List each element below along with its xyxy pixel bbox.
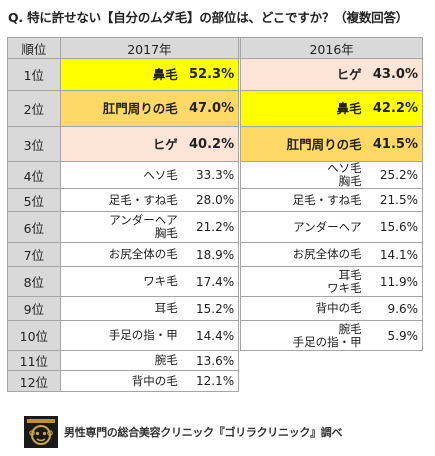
item-label-line: 手足の指・甲 (292, 334, 362, 349)
item-label-line: 耳毛 (338, 267, 362, 282)
item-percent: 43.0% (367, 58, 423, 91)
item-label: 腕毛 (59, 350, 184, 371)
item-percent: 18.9% (183, 242, 240, 267)
item-label: 背中の毛 (240, 296, 368, 321)
item-percent: 15.2% (183, 296, 240, 321)
item-label: お尻全体の毛 (240, 242, 368, 267)
item-label-stack: アンダーヘア 胸毛 (59, 211, 184, 243)
rank-cell: 2位 (7, 90, 61, 127)
item-label: 鼻毛 (59, 58, 184, 91)
item-percent: 9.6% (367, 296, 423, 321)
item-label-line: ワキ毛 (327, 280, 362, 295)
rank-cell: 3位 (7, 126, 61, 162)
item-label-stack: 腕毛 手足の指・甲 (240, 320, 368, 351)
rank-cell: 4位 (7, 161, 61, 189)
item-label-line: アンダーヘア (109, 213, 178, 227)
item-label: ヒゲ (240, 58, 368, 91)
item-percent: 14.4% (183, 320, 240, 351)
rank-cell: 12位 (7, 370, 61, 392)
empty-area (238, 350, 423, 371)
clinic-logo (24, 416, 58, 448)
item-percent: 14.1% (367, 242, 423, 267)
table-row: 1位 鼻毛 52.3% ヒゲ 43.0% (7, 58, 423, 91)
column-gap (238, 211, 241, 243)
item-percent: 41.5% (367, 126, 423, 162)
item-label-stack: ヘソ毛 胸毛 (240, 161, 368, 189)
table-row: 4位 ヘソ毛 33.3% ヘソ毛 胸毛 25.2% (7, 161, 423, 189)
item-label: ヘソ毛 (59, 161, 184, 189)
item-percent: 11.9% (367, 266, 423, 297)
rank-cell: 10位 (7, 320, 61, 351)
item-label: 手足の指・甲 (59, 320, 184, 351)
item-percent: 13.6% (183, 350, 240, 371)
rank-cell: 5位 (7, 188, 61, 212)
table-row: 8位 ワキ毛 17.4% 耳毛 ワキ毛 11.9% (7, 266, 423, 297)
table-row: 9位 耳毛 15.2% 背中の毛 9.6% (7, 296, 423, 321)
item-label-line: 胸毛 (154, 226, 178, 240)
rank-cell: 6位 (7, 211, 61, 243)
item-percent: 40.2% (183, 126, 240, 162)
source-footer: 男性専門の総合美容クリニック『ゴリラクリニック』調べ (24, 416, 424, 448)
item-label: お尻全体の毛 (59, 242, 184, 267)
item-percent: 15.6% (367, 211, 423, 243)
item-label: 足毛・すね毛 (59, 188, 184, 212)
item-label-stack: 耳毛 ワキ毛 (240, 266, 368, 297)
question-title: Q. 特に許せない【自分のムダ毛】の部位は、どこですか？（複数回答） (8, 10, 409, 25)
column-gap (238, 58, 241, 91)
item-label-line: 腕毛 (338, 321, 362, 336)
table-row: 10位 手足の指・甲 14.4% 腕毛 手足の指・甲 5.9% (7, 320, 423, 351)
rank-cell: 7位 (7, 242, 61, 267)
item-percent: 33.3% (183, 161, 240, 189)
item-percent: 42.2% (367, 90, 423, 127)
column-gap (238, 242, 241, 267)
item-percent: 28.0% (183, 188, 240, 212)
table-row: 6位 アンダーヘア 胸毛 21.2% アンダーヘア 15.6% (7, 211, 423, 243)
item-label: アンダーヘア (240, 211, 368, 243)
column-gap (238, 320, 241, 351)
column-gap (238, 90, 241, 127)
table-row: 12位 背中の毛 12.1% (7, 370, 423, 392)
year-2017-header: 2017年 (59, 37, 240, 59)
rank-cell: 1位 (7, 58, 61, 91)
rank-header: 順位 (7, 37, 61, 59)
ranking-table: 順位 2017年 2016年 1位 鼻毛 52.3% ヒゲ 43.0% 2位 肛… (7, 37, 423, 392)
column-gap (238, 188, 241, 212)
year-2016-header: 2016年 (240, 37, 423, 59)
item-percent: 21.5% (367, 188, 423, 212)
item-percent: 12.1% (183, 370, 240, 392)
source-text: 男性専門の総合美容クリニック『ゴリラクリニック』調べ (64, 426, 343, 439)
item-label: ワキ毛 (59, 266, 184, 297)
item-label-line: ヘソ毛 (327, 161, 362, 175)
rank-cell: 11位 (7, 350, 61, 371)
gorilla-logo-icon (24, 416, 58, 448)
item-label: 肛門周りの毛 (240, 126, 368, 162)
item-label: 鼻毛 (240, 90, 368, 127)
column-gap (238, 296, 241, 321)
item-label: 肛門周りの毛 (59, 90, 184, 127)
item-label: 背中の毛 (59, 370, 184, 392)
item-label: ヒゲ (59, 126, 184, 162)
table-row: 3位 ヒゲ 40.2% 肛門周りの毛 41.5% (7, 126, 423, 162)
column-gap (238, 266, 241, 297)
table-row: 7位 お尻全体の毛 18.9% お尻全体の毛 14.1% (7, 242, 423, 267)
empty-area (238, 370, 423, 392)
item-percent: 17.4% (183, 266, 240, 297)
item-percent: 47.0% (183, 90, 240, 127)
item-label: 足毛・すね毛 (240, 188, 368, 212)
item-label-line: 胸毛 (338, 174, 362, 188)
item-percent: 21.2% (183, 211, 240, 243)
rank-cell: 8位 (7, 266, 61, 297)
table-header-row: 順位 2017年 2016年 (7, 37, 423, 59)
column-gap (238, 37, 242, 59)
item-label: 耳毛 (59, 296, 184, 321)
column-gap (238, 126, 241, 162)
column-gap (238, 161, 241, 189)
item-percent: 5.9% (367, 320, 423, 351)
rank-cell: 9位 (7, 296, 61, 321)
table-row: 11位 腕毛 13.6% (7, 350, 423, 371)
table-row: 2位 肛門周りの毛 47.0% 鼻毛 42.2% (7, 90, 423, 127)
item-percent: 52.3% (183, 58, 240, 91)
item-percent: 25.2% (367, 161, 423, 189)
table-row: 5位 足毛・すね毛 28.0% 足毛・すね毛 21.5% (7, 188, 423, 212)
